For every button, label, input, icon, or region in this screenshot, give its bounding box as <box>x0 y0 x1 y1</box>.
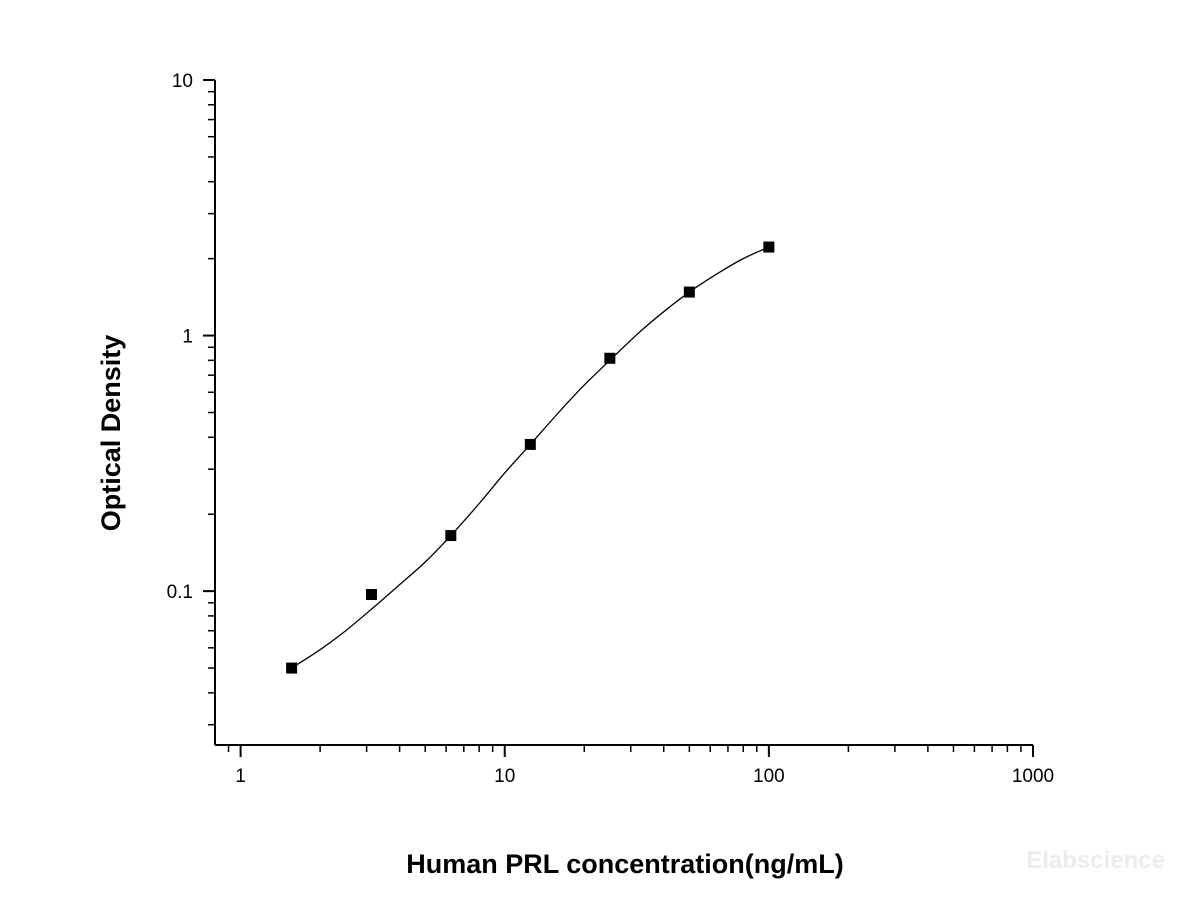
x-axis-title: Human PRL concentration(ng/mL) <box>406 849 844 879</box>
x-tick-label: 100 <box>753 766 785 787</box>
data-points <box>286 241 775 674</box>
data-point <box>286 662 298 674</box>
y-axis-title: Optical Density <box>96 335 126 532</box>
axis-tick-labels: 1 10 100 1000 0.1 1 10 <box>167 71 1055 787</box>
fit-curve <box>291 246 770 669</box>
data-point <box>365 589 377 601</box>
axes <box>214 80 1033 746</box>
data-point <box>604 352 616 364</box>
x-tick-label: 10 <box>494 766 515 787</box>
data-point <box>524 438 536 450</box>
fit-curve-layer <box>291 246 770 669</box>
watermark: Elabscience <box>1026 847 1165 874</box>
y-tick-label: 1 <box>182 327 193 348</box>
y-tick-label: 10 <box>172 71 193 92</box>
data-point <box>445 530 457 542</box>
y-tick-label: 0.1 <box>167 582 193 603</box>
data-point <box>683 286 695 298</box>
data-point <box>763 241 775 253</box>
x-tick-label: 1 <box>235 766 246 787</box>
x-tick-label: 1000 <box>1012 766 1054 787</box>
axis-ticks <box>203 79 1034 757</box>
